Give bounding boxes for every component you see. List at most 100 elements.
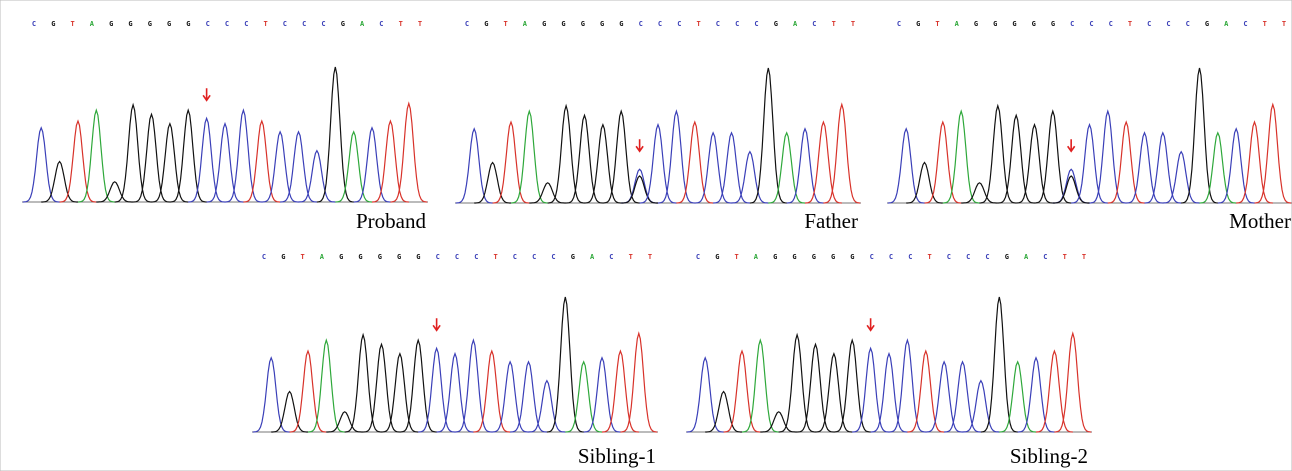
base-call: T xyxy=(734,253,738,261)
base-call: G xyxy=(109,20,113,28)
base-call: G xyxy=(339,253,343,261)
base-call: G xyxy=(148,20,152,28)
base-call: C xyxy=(966,253,970,261)
base-call: G xyxy=(416,253,420,261)
panel-label: Mother xyxy=(1229,209,1291,233)
base-call: C xyxy=(206,20,210,28)
base-call: T xyxy=(935,20,939,28)
base-call: C xyxy=(658,20,662,28)
base-call: T xyxy=(851,20,855,28)
base-call: G xyxy=(1205,20,1209,28)
base-call: T xyxy=(1082,253,1086,261)
base-call: T xyxy=(263,20,267,28)
base-call: T xyxy=(696,20,700,28)
base-call: G xyxy=(1051,20,1055,28)
base-call: C xyxy=(735,20,739,28)
base-call: C xyxy=(754,20,758,28)
base-call: C xyxy=(379,20,383,28)
base-call: C xyxy=(262,253,266,261)
base-call: G xyxy=(128,20,132,28)
base-call: G xyxy=(378,253,382,261)
base-call: C xyxy=(947,253,951,261)
base-call: C xyxy=(1089,20,1093,28)
base-call: T xyxy=(648,253,652,261)
base-call: G xyxy=(619,20,623,28)
base-call: T xyxy=(418,20,422,28)
base-call: G xyxy=(812,253,816,261)
base-call: C xyxy=(474,253,478,261)
base-call: G xyxy=(715,253,719,261)
base-call: T xyxy=(1263,20,1267,28)
base-call: C xyxy=(1043,253,1047,261)
base-call: T xyxy=(300,253,304,261)
base-call: G xyxy=(561,20,565,28)
base-call: C xyxy=(513,253,517,261)
base-call: C xyxy=(455,253,459,261)
base-call: C xyxy=(870,253,874,261)
base-call: G xyxy=(571,253,575,261)
panel-label: Sibling-2 xyxy=(1010,444,1088,468)
figure: CGTAGGGGGCCCTCCCGACTTProbandCGTAGGGGGCCC… xyxy=(0,0,1292,471)
base-call: C xyxy=(551,253,555,261)
base-call: G xyxy=(51,20,55,28)
base-call: T xyxy=(832,20,836,28)
base-call: G xyxy=(581,20,585,28)
base-call: C xyxy=(985,253,989,261)
base-call: G xyxy=(850,253,854,261)
base-call: C xyxy=(1070,20,1074,28)
base-call: G xyxy=(773,253,777,261)
base-call: G xyxy=(542,20,546,28)
base-call: G xyxy=(974,20,978,28)
base-call: T xyxy=(399,20,403,28)
base-call: C xyxy=(812,20,816,28)
base-call: G xyxy=(397,253,401,261)
base-call: G xyxy=(281,253,285,261)
base-call: C xyxy=(696,253,700,261)
base-call: C xyxy=(897,20,901,28)
base-call: C xyxy=(436,253,440,261)
base-call: C xyxy=(32,20,36,28)
base-call: T xyxy=(1063,253,1067,261)
base-call: C xyxy=(716,20,720,28)
base-call: G xyxy=(341,20,345,28)
base-call: C xyxy=(321,20,325,28)
base-call: C xyxy=(244,20,248,28)
base-call: G xyxy=(186,20,190,28)
base-call: T xyxy=(1128,20,1132,28)
base-call: C xyxy=(677,20,681,28)
base-call: T xyxy=(1282,20,1286,28)
base-call: C xyxy=(283,20,287,28)
base-call: G xyxy=(792,253,796,261)
base-call: T xyxy=(493,253,497,261)
base-call: C xyxy=(465,20,469,28)
base-call: T xyxy=(629,253,633,261)
base-call: G xyxy=(831,253,835,261)
base-call: C xyxy=(639,20,643,28)
base-call: C xyxy=(1166,20,1170,28)
base-call: C xyxy=(225,20,229,28)
panel-label: Father xyxy=(804,209,858,233)
base-call: G xyxy=(916,20,920,28)
base-call: G xyxy=(993,20,997,28)
base-call: C xyxy=(1243,20,1247,28)
panel-label: Sibling-1 xyxy=(578,444,656,468)
base-call: C xyxy=(532,253,536,261)
base-call: C xyxy=(1109,20,1113,28)
base-call: G xyxy=(167,20,171,28)
base-call: G xyxy=(1032,20,1036,28)
base-call: C xyxy=(609,253,613,261)
base-call: T xyxy=(927,253,931,261)
base-call: C xyxy=(908,253,912,261)
base-call: G xyxy=(358,253,362,261)
base-call: C xyxy=(889,253,893,261)
base-call: T xyxy=(70,20,74,28)
base-call: C xyxy=(1147,20,1151,28)
base-call: G xyxy=(600,20,604,28)
base-call: G xyxy=(484,20,488,28)
panel-label: Proband xyxy=(356,209,426,233)
base-call: T xyxy=(503,20,507,28)
base-call: G xyxy=(1005,253,1009,261)
base-call: G xyxy=(774,20,778,28)
base-call: C xyxy=(1186,20,1190,28)
base-call: G xyxy=(1012,20,1016,28)
